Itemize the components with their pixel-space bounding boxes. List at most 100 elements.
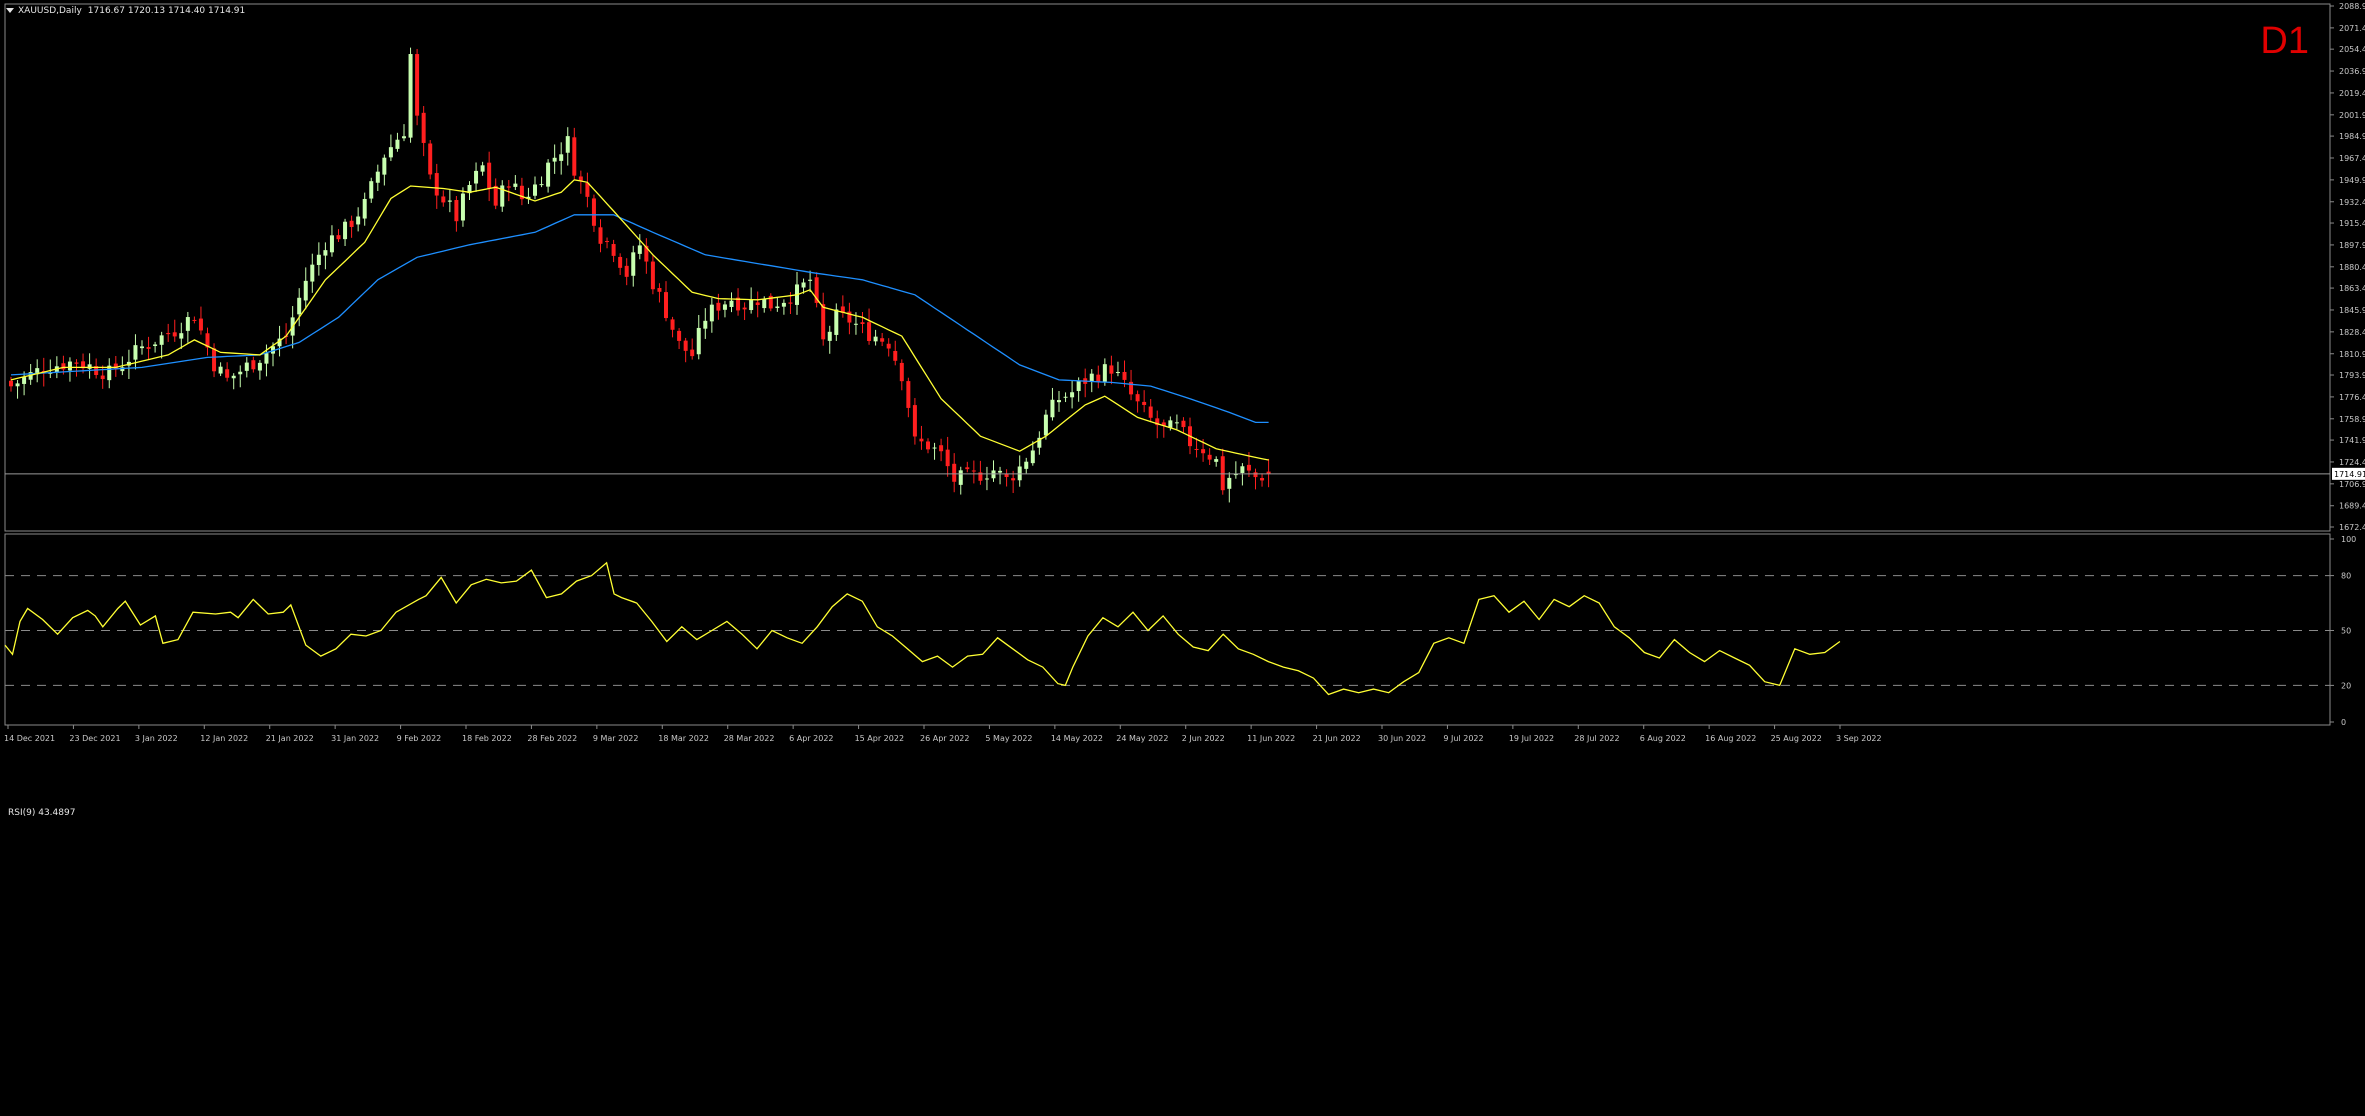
candle[interactable] (54, 356, 59, 379)
candle[interactable] (814, 272, 819, 308)
candle[interactable] (867, 308, 872, 345)
candle[interactable] (677, 328, 682, 350)
candle[interactable] (899, 359, 904, 391)
candle[interactable] (827, 325, 832, 354)
candle[interactable] (362, 192, 367, 226)
candle[interactable] (447, 189, 452, 213)
candle[interactable] (166, 323, 171, 342)
candle[interactable] (1102, 358, 1107, 386)
candle[interactable] (1135, 390, 1140, 413)
candle[interactable] (932, 442, 937, 460)
candle[interactable] (310, 253, 315, 293)
candle[interactable] (185, 311, 190, 343)
candle[interactable] (781, 299, 786, 315)
candle[interactable] (487, 151, 492, 202)
candle[interactable] (991, 460, 996, 482)
candle[interactable] (349, 215, 354, 238)
candle[interactable] (834, 303, 839, 341)
candle[interactable] (172, 319, 177, 342)
candle[interactable] (755, 291, 760, 318)
candle[interactable] (22, 371, 27, 396)
candle[interactable] (1017, 455, 1022, 487)
candle[interactable] (218, 362, 223, 377)
candle[interactable] (519, 177, 524, 206)
candle[interactable] (1050, 387, 1055, 421)
candle[interactable] (984, 466, 989, 491)
candle[interactable] (415, 48, 420, 126)
candle[interactable] (598, 219, 603, 253)
candle[interactable] (637, 234, 642, 260)
candle[interactable] (238, 365, 243, 388)
candle[interactable] (506, 179, 511, 202)
candle[interactable] (585, 172, 590, 208)
candle[interactable] (703, 308, 708, 339)
candle[interactable] (428, 140, 433, 180)
candle[interactable] (971, 460, 976, 484)
candle[interactable] (1155, 410, 1160, 439)
candle[interactable] (1057, 391, 1061, 412)
candle[interactable] (722, 300, 727, 318)
candle[interactable] (886, 338, 891, 357)
candle[interactable] (808, 270, 813, 293)
candle[interactable] (1148, 399, 1153, 423)
candle[interactable] (572, 127, 577, 179)
candle[interactable] (912, 398, 917, 445)
candle[interactable] (1024, 457, 1029, 474)
candle[interactable] (1070, 380, 1075, 409)
candle[interactable] (683, 337, 688, 363)
candle[interactable] (650, 254, 655, 295)
candle[interactable] (546, 159, 551, 193)
candle[interactable] (958, 466, 963, 495)
candle[interactable] (323, 242, 328, 270)
candle[interactable] (297, 288, 302, 327)
candle[interactable] (821, 292, 826, 346)
candle[interactable] (690, 338, 695, 360)
candle[interactable] (1142, 390, 1147, 413)
candle[interactable] (1207, 448, 1212, 465)
candle[interactable] (1220, 448, 1225, 495)
candle[interactable] (965, 461, 970, 473)
candle[interactable] (873, 329, 878, 346)
candle[interactable] (1161, 419, 1166, 438)
candle[interactable] (578, 170, 583, 194)
candle[interactable] (847, 302, 852, 335)
candle[interactable] (460, 187, 465, 227)
candle[interactable] (1227, 472, 1232, 503)
candle[interactable] (395, 132, 400, 152)
candle[interactable] (107, 358, 112, 389)
candle[interactable] (441, 190, 446, 207)
candle[interactable] (113, 355, 118, 377)
candle[interactable] (329, 225, 334, 257)
candle[interactable] (402, 124, 406, 142)
candle[interactable] (978, 460, 983, 485)
candle[interactable] (945, 436, 950, 477)
candle[interactable] (880, 332, 885, 347)
candle[interactable] (303, 267, 308, 310)
candle[interactable] (251, 356, 256, 373)
candle[interactable] (1030, 441, 1035, 466)
candle[interactable] (618, 253, 623, 275)
candle[interactable] (1122, 360, 1127, 388)
candle[interactable] (369, 177, 374, 203)
candle[interactable] (919, 425, 924, 450)
candle[interactable] (81, 353, 86, 374)
candle[interactable] (860, 312, 865, 334)
candle[interactable] (336, 229, 341, 242)
candle[interactable] (998, 466, 1003, 485)
candle[interactable] (565, 127, 570, 166)
candle[interactable] (146, 336, 151, 360)
candle[interactable] (133, 334, 138, 370)
candle[interactable] (1253, 468, 1258, 490)
candle[interactable] (1083, 368, 1088, 398)
candle[interactable] (795, 272, 799, 315)
candle[interactable] (840, 295, 845, 318)
candle[interactable] (605, 237, 610, 249)
candle[interactable] (159, 331, 164, 359)
candle[interactable] (35, 359, 40, 383)
candle[interactable] (559, 142, 564, 175)
candle[interactable] (1089, 369, 1094, 393)
candle[interactable] (179, 322, 184, 349)
candle[interactable] (906, 377, 911, 418)
candle[interactable] (775, 297, 780, 312)
